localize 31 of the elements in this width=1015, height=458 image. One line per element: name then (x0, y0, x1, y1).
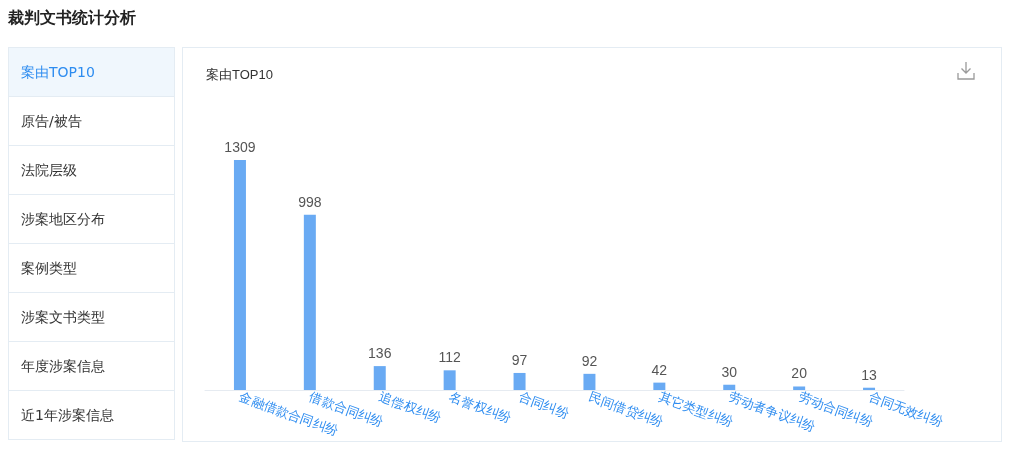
text: 年度涉案信息 (9, 341, 174, 390)
bar (723, 384, 736, 390)
chart-subtitle: 案由TOP10 (206, 67, 273, 82)
bar (513, 372, 526, 390)
text: 近1年涉案信息 (9, 390, 174, 439)
bar (653, 382, 666, 390)
data-label: 42 (651, 361, 668, 378)
bar (793, 386, 806, 390)
bar (443, 370, 456, 390)
data-label: 97 (511, 351, 528, 368)
bar (303, 214, 316, 390)
text: 案例类型 (9, 243, 174, 292)
data-label: 1309 (224, 139, 256, 155)
text: 涉案文书类型 (9, 292, 174, 341)
text: 案由TOP10 (9, 48, 174, 96)
x-tick-label: 合同纠纷 (516, 388, 571, 421)
data-label: 13 (861, 366, 878, 383)
data-label: 20 (791, 365, 808, 382)
bar (373, 366, 386, 390)
data-label: 998 (298, 193, 322, 210)
bar (233, 160, 246, 390)
data-label: 136 (368, 345, 392, 362)
x-tick-label: 名誉权纠纷 (447, 388, 514, 426)
data-label: 92 (581, 352, 598, 369)
text: 涉案地区分布 (9, 194, 174, 243)
data-label: 112 (438, 349, 462, 366)
text: 原告/被告 (9, 96, 174, 145)
text: 裁判文书统计分析 (8, 7, 136, 29)
text: 法院层级 (9, 145, 174, 194)
data-label: 30 (721, 363, 738, 380)
bar (583, 373, 596, 390)
